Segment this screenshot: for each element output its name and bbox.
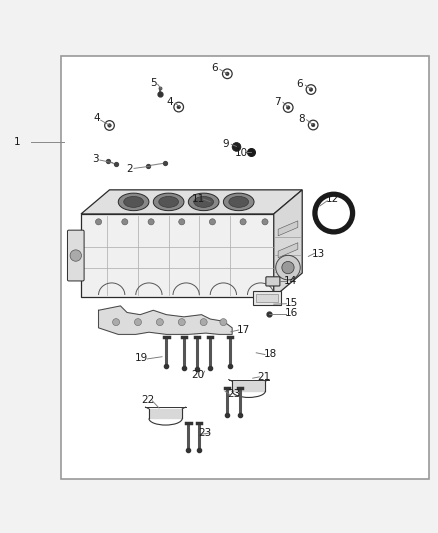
Text: 6: 6 — [211, 63, 218, 73]
Text: 2: 2 — [126, 164, 133, 174]
Text: 20: 20 — [191, 370, 205, 380]
Text: 6: 6 — [297, 79, 304, 90]
Circle shape — [113, 319, 120, 326]
Circle shape — [282, 262, 294, 274]
FancyBboxPatch shape — [61, 56, 429, 479]
Text: 21: 21 — [258, 372, 271, 382]
Polygon shape — [278, 221, 298, 236]
Circle shape — [240, 219, 246, 225]
Text: 4: 4 — [93, 114, 100, 124]
Circle shape — [200, 319, 207, 326]
Text: 22: 22 — [141, 395, 155, 405]
Ellipse shape — [188, 193, 219, 211]
Circle shape — [262, 219, 268, 225]
Text: 5: 5 — [150, 78, 157, 88]
Circle shape — [309, 88, 313, 91]
Circle shape — [178, 319, 185, 326]
Text: 17: 17 — [237, 325, 250, 335]
Circle shape — [311, 123, 315, 127]
Text: 8: 8 — [298, 115, 305, 124]
Text: 10: 10 — [235, 148, 248, 158]
Text: 18: 18 — [264, 349, 277, 359]
Polygon shape — [99, 306, 232, 334]
Circle shape — [226, 72, 229, 76]
Ellipse shape — [229, 197, 248, 207]
Polygon shape — [274, 190, 302, 297]
Text: 12: 12 — [325, 195, 339, 205]
Text: 14: 14 — [284, 276, 297, 286]
Circle shape — [179, 219, 185, 225]
Polygon shape — [278, 243, 298, 258]
Ellipse shape — [118, 193, 149, 211]
Ellipse shape — [194, 197, 213, 207]
FancyBboxPatch shape — [253, 291, 281, 305]
Circle shape — [122, 219, 128, 225]
Circle shape — [156, 319, 163, 326]
Circle shape — [286, 106, 290, 109]
Text: 1: 1 — [14, 136, 21, 147]
Circle shape — [148, 219, 154, 225]
Text: 3: 3 — [92, 154, 99, 164]
Ellipse shape — [124, 197, 143, 207]
Text: 19: 19 — [134, 353, 148, 364]
Text: 7: 7 — [274, 97, 281, 107]
Circle shape — [108, 124, 111, 127]
Circle shape — [177, 106, 180, 109]
Text: 15: 15 — [285, 298, 298, 308]
Circle shape — [134, 319, 141, 326]
FancyBboxPatch shape — [67, 230, 84, 281]
Text: 4: 4 — [166, 97, 173, 107]
FancyBboxPatch shape — [266, 277, 280, 286]
Text: 23: 23 — [198, 428, 212, 438]
Circle shape — [70, 250, 81, 261]
Circle shape — [95, 219, 102, 225]
Text: 16: 16 — [285, 309, 298, 318]
Circle shape — [209, 219, 215, 225]
Text: 23: 23 — [228, 390, 241, 399]
Text: 9: 9 — [222, 139, 229, 149]
Circle shape — [220, 319, 227, 326]
FancyBboxPatch shape — [256, 294, 278, 302]
Circle shape — [276, 255, 300, 280]
Text: 11: 11 — [192, 193, 205, 204]
Text: 13: 13 — [312, 249, 325, 259]
Ellipse shape — [153, 193, 184, 211]
Polygon shape — [81, 190, 302, 214]
Ellipse shape — [223, 193, 254, 211]
Ellipse shape — [159, 197, 178, 207]
Polygon shape — [81, 214, 274, 297]
Circle shape — [232, 142, 241, 151]
